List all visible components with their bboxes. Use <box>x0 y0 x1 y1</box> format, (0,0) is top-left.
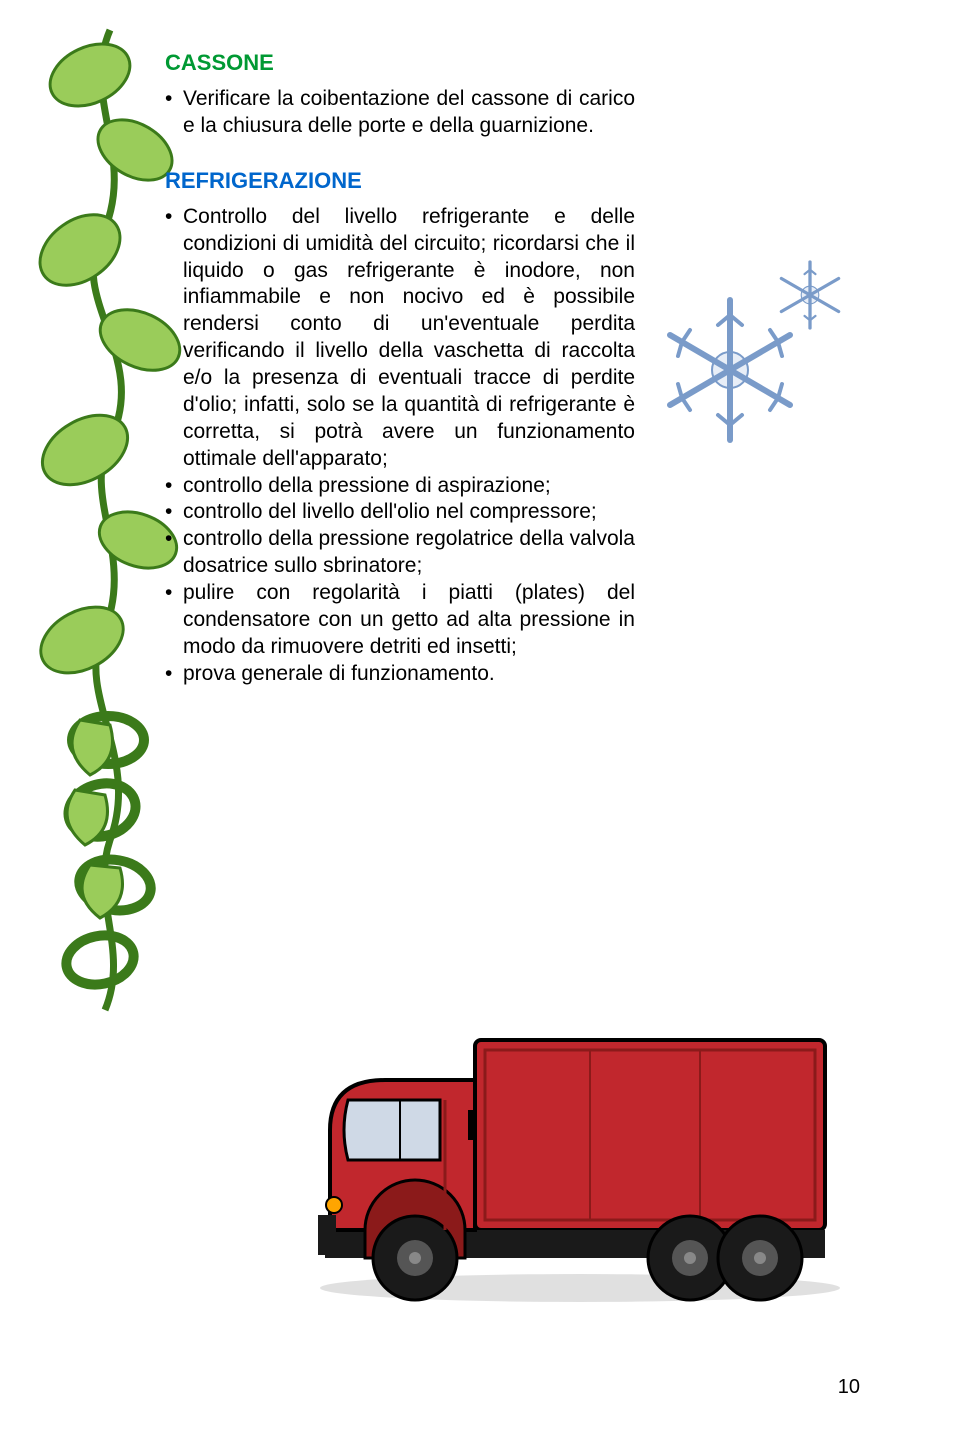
refrigerazione-list: Controllo del livello refrigerante e del… <box>165 204 635 688</box>
refrig-item-4: pulire con regolarità i piatti (plates) … <box>165 580 635 661</box>
refrig-item-2: controllo del livello dell'olio nel comp… <box>165 499 635 526</box>
cassone-item: Verificare la coibentazione del cassone … <box>165 86 635 140</box>
cassone-heading: CASSONE <box>165 50 635 76</box>
refrigerazione-heading: REFRIGERAZIONE <box>165 168 635 194</box>
refrig-item-0: Controllo del livello refrigerante e del… <box>165 204 635 473</box>
truck-icon <box>290 1010 850 1310</box>
cassone-list: Verificare la coibentazione del cassone … <box>165 86 635 140</box>
page-number: 10 <box>838 1376 860 1399</box>
document-content: CASSONE Verificare la coibentazione del … <box>165 50 635 688</box>
refrig-item-1: controllo della pressione di aspirazione… <box>165 473 635 500</box>
refrig-item-5: prova generale di funzionamento. <box>165 661 635 688</box>
snowflakes-icon <box>650 240 870 460</box>
refrig-item-3: controllo della pressione regolatrice de… <box>165 526 635 580</box>
